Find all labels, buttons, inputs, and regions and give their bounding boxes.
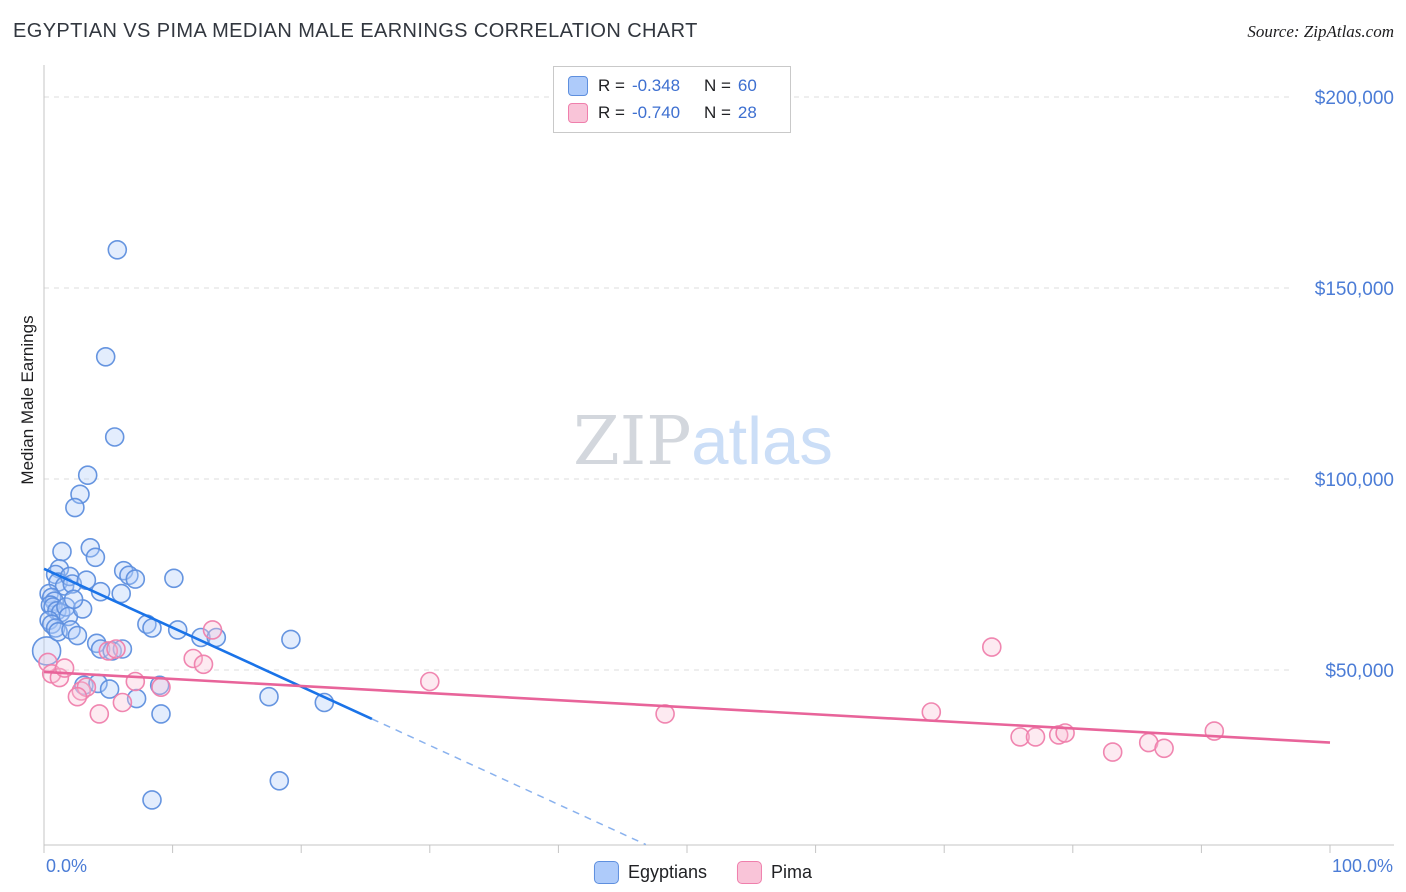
pima-swatch <box>568 103 588 123</box>
y-tick-label: $100,000 <box>1315 470 1394 491</box>
pima-legend-label: Pima <box>771 862 813 882</box>
page-title: EGYPTIAN VS PIMA MEDIAN MALE EARNINGS CO… <box>13 20 698 42</box>
scatter-point-egyptians <box>99 679 120 699</box>
scatter-point-egyptians <box>164 568 184 589</box>
scatter-point-egyptians <box>77 465 98 486</box>
scatter-point-pima <box>1010 727 1030 747</box>
y-tick-label: $50,000 <box>1325 661 1394 682</box>
scatter-point-pima <box>1102 742 1123 762</box>
scatter-point-pima <box>106 639 126 659</box>
scatter-point-pima <box>202 620 223 640</box>
scatter-point-egyptians <box>63 589 84 610</box>
legend-row-pima: R = -0.740 N = 28 <box>568 103 772 123</box>
bottom-legend-pima: Pima <box>737 861 812 884</box>
scatter-point-pima <box>419 671 440 692</box>
egyptians-swatch <box>568 76 588 96</box>
bottom-legend: Egyptians Pima <box>593 861 812 884</box>
source-label: Source: ZipAtlas.com <box>1247 22 1394 41</box>
y-tick-label: $150,000 <box>1315 279 1394 300</box>
scatter-point-egyptians <box>67 625 88 646</box>
r-label-pima: R = <box>598 103 625 122</box>
x-tick-label-left: 0.0% <box>46 856 87 876</box>
egyptians-legend-swatch <box>593 861 619 884</box>
scatter-point-pima <box>89 704 110 724</box>
scatter-point-egyptians <box>142 790 162 810</box>
scatter-point-pima <box>67 686 88 707</box>
scatter-point-pima <box>125 671 146 692</box>
n-value-egyptians: 60 <box>737 76 757 95</box>
legend-row-egyptians: R = -0.348 N = 60 <box>568 76 772 96</box>
scatter-point-egyptians <box>281 629 301 650</box>
scatter-point-pima <box>112 692 133 713</box>
bottom-legend-egyptians: Egyptians <box>593 861 708 884</box>
scatter-point-pima <box>1154 738 1174 759</box>
r-value-pima: -0.740 <box>631 103 681 122</box>
scatter-point-pima <box>921 702 942 722</box>
scatter-point-egyptians <box>107 240 128 260</box>
scatter-point-egyptians <box>151 704 171 724</box>
scatter-point-egyptians <box>65 497 85 518</box>
scatter-point-pima <box>193 654 214 675</box>
n-value-pima: 28 <box>737 103 757 122</box>
scatter-point-pima <box>183 648 203 669</box>
egyptians-legend-label: Egyptians <box>627 862 708 882</box>
x-tick-label-right: 100.0% <box>1332 856 1393 876</box>
trend-line-pima <box>43 670 1331 744</box>
scatter-point-egyptians <box>80 537 101 558</box>
r-value-egyptians: -0.348 <box>631 76 681 95</box>
n-label-egyptians: N = <box>703 76 731 95</box>
scatter-point-pima <box>981 637 1002 657</box>
scatter-point-egyptians <box>85 547 106 568</box>
scatter-point-pima <box>1025 727 1046 747</box>
n-label-pima: N = <box>703 103 731 122</box>
scatter-point-egyptians <box>95 346 116 367</box>
y-tick-label: $200,000 <box>1315 88 1394 109</box>
trend-line-extension-egyptians <box>371 718 647 846</box>
scatter-point-pima <box>151 677 171 698</box>
r-label-egyptians: R = <box>598 76 625 95</box>
scatter-point-egyptians <box>112 639 133 659</box>
pima-legend-swatch <box>737 861 763 884</box>
scatter-point-egyptians <box>52 541 72 562</box>
scatter-point-egyptians <box>269 770 290 791</box>
scatter-point-pima <box>98 641 119 661</box>
trend-line-egyptians <box>43 567 373 721</box>
scatter-point-egyptians <box>111 583 131 604</box>
scatter-point-egyptians <box>104 427 125 447</box>
scatter-point-egyptians <box>259 686 279 707</box>
scatter-point-egyptians <box>125 569 146 589</box>
correlation-legend-box: R = -0.348 N = 60 R = -0.740 N = 28 <box>553 66 791 133</box>
